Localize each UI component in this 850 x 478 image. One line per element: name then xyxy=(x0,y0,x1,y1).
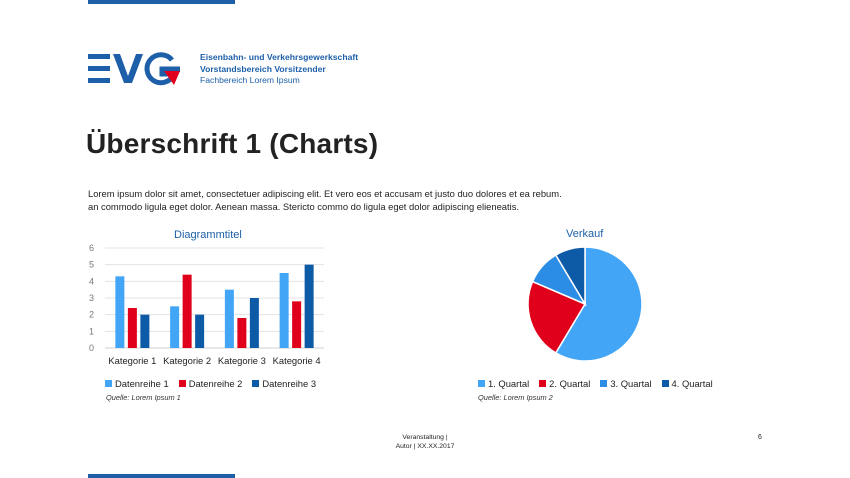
footer-line-2: Autor | XX.XX.2017 xyxy=(395,443,455,450)
intro-paragraph: Lorem ipsum dolor sit amet, consectetuer… xyxy=(88,187,562,213)
bar xyxy=(140,314,150,348)
legend-item-q3: 3. Quartal xyxy=(600,378,652,389)
pie-chart-title: Verkauf xyxy=(566,228,604,240)
legend-label: 2. Quartal xyxy=(549,378,591,389)
y-tick-label: 1 xyxy=(89,326,94,336)
y-tick-label: 2 xyxy=(89,310,94,320)
legend-label: Datenreihe 3 xyxy=(262,378,317,389)
intro-line-2: an commodo ligula eget dolor. Aenean mas… xyxy=(88,201,519,212)
pie-chart-source: Quelle: Lorem Ipsum 2 xyxy=(478,393,553,402)
legend-label: Datenreihe 2 xyxy=(188,378,243,389)
x-tick-label: Kategorie 3 xyxy=(218,355,266,366)
bottom-accent-bar xyxy=(88,474,235,478)
legend-item-q4: 4. Quartal xyxy=(661,378,713,389)
organization-name: Eisenbahn- und Verkehrsgewerkschaft Vors… xyxy=(200,52,358,87)
bar-chart-source: Quelle: Lorem Ipsum 1 xyxy=(106,393,181,402)
legend-label: Datenreihe 1 xyxy=(115,378,169,389)
bar xyxy=(182,274,192,348)
bar-legend: Datenreihe 1 Datenreihe 2 Datenreihe 3 xyxy=(105,378,316,389)
legend-swatch xyxy=(105,380,112,387)
y-tick-label: 3 xyxy=(89,293,94,303)
legend-item-q1: 1. Quartal xyxy=(478,378,529,389)
bar xyxy=(237,318,247,348)
legend-swatch xyxy=(478,380,485,387)
bar xyxy=(292,301,302,348)
legend-swatch xyxy=(252,380,260,387)
legend-item-series-2: Datenreihe 2 xyxy=(178,378,243,389)
bar-chart-title: Diagrammtitel xyxy=(174,229,242,241)
org-line-1: Eisenbahn- und Verkehrsgewerkschaft xyxy=(200,52,359,62)
bar xyxy=(224,289,234,348)
bar-chart: 0 1 2 3 4 5 6 Kategorie 1 Kategorie 2 Kategorie 3… xyxy=(89,243,324,366)
y-tick-label: 0 xyxy=(89,343,94,353)
legend-label: 4. Quartal xyxy=(671,378,713,389)
bar xyxy=(127,308,137,348)
legend-item-q2: 2. Quartal xyxy=(539,378,590,389)
legend-label: 1. Quartal xyxy=(488,378,530,389)
legend-item-series-1: Datenreihe 1 xyxy=(105,378,169,389)
footer-line-1: Veranstaltung | xyxy=(402,434,448,441)
legend-swatch xyxy=(539,380,547,387)
pie-chart xyxy=(527,246,643,362)
y-tick-label: 4 xyxy=(89,276,94,286)
bar xyxy=(115,276,125,348)
bar xyxy=(304,264,314,348)
intro-line-1: Lorem ipsum dolor sit amet, consectetuer… xyxy=(88,188,562,199)
bar xyxy=(249,298,259,348)
legend-swatch xyxy=(661,380,669,387)
legend-item-series-3: Datenreihe 3 xyxy=(252,378,316,389)
x-tick-label: Kategorie 4 xyxy=(273,355,321,366)
pie-legend: 1. Quartal 2. Quartal 3. Quartal 4. Quar… xyxy=(478,378,713,389)
x-tick-label: Kategorie 1 xyxy=(108,355,156,366)
legend-swatch xyxy=(178,380,186,387)
org-line-3: Fachbereich Lorem Ipsum xyxy=(200,75,300,85)
page-title: Überschrift 1 (Charts) xyxy=(86,128,379,159)
pie-slice xyxy=(554,246,643,362)
page-number: 6 xyxy=(758,434,762,441)
bar xyxy=(279,273,289,348)
y-tick-label: 5 xyxy=(89,260,94,270)
top-accent-bar xyxy=(88,0,235,4)
pie-slice xyxy=(527,280,587,354)
legend-swatch xyxy=(600,380,608,387)
org-line-2: Vorstandsbereich Vorsitzender xyxy=(200,63,326,74)
legend-label: 3. Quartal xyxy=(610,378,652,389)
evg-logo xyxy=(88,52,180,86)
x-tick-label: Kategorie 2 xyxy=(163,355,211,366)
y-tick-label: 6 xyxy=(89,243,94,253)
footer-event-author: Veranstaltung | Autor | XX.XX.2017 xyxy=(380,433,470,451)
bar xyxy=(170,306,180,348)
bar xyxy=(195,314,205,348)
pie-slice xyxy=(554,246,586,307)
